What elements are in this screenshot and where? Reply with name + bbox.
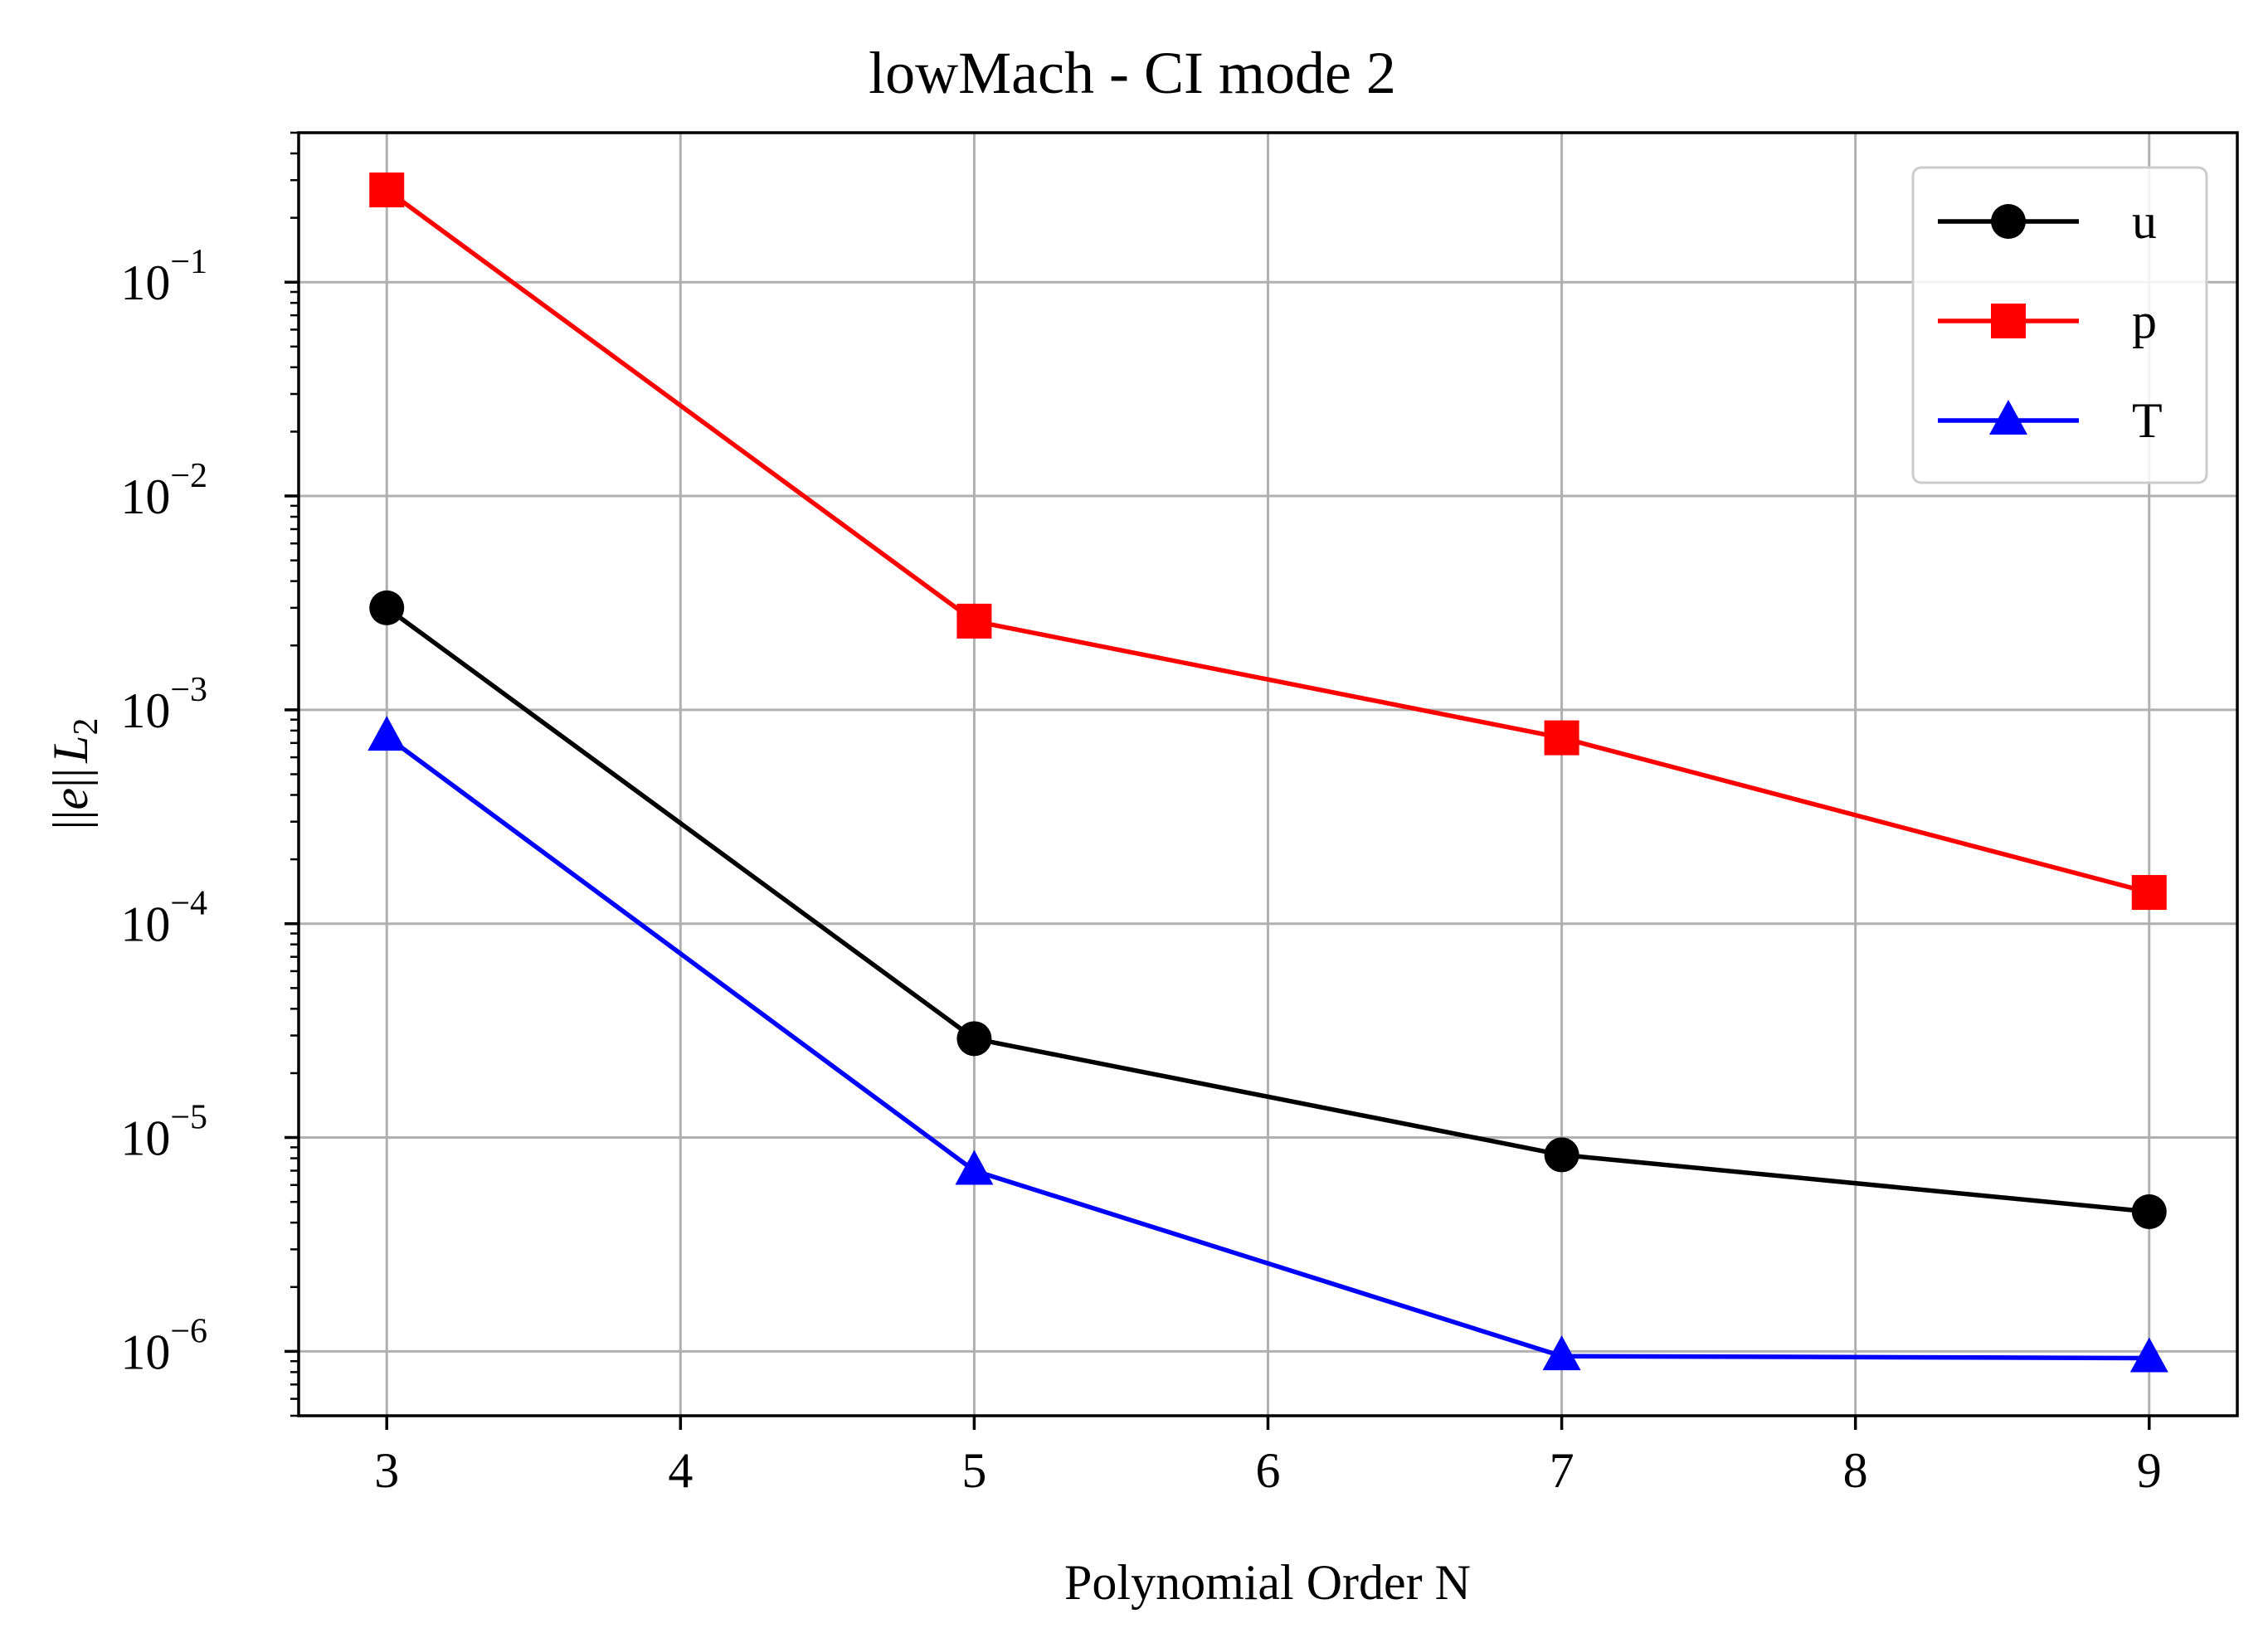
y-tick-label: 10−4 bbox=[120, 885, 207, 952]
x-tick-labels: 3 4 5 6 7 8 9 bbox=[374, 1443, 2162, 1498]
series-layer bbox=[367, 172, 2168, 1373]
data-point-T bbox=[367, 716, 406, 751]
y-label-sub-index: 2 bbox=[67, 717, 105, 735]
y-tick-exponent: −4 bbox=[170, 885, 207, 923]
y-tick-label: 10−2 bbox=[120, 457, 207, 524]
x-tick-label: 9 bbox=[2137, 1443, 2162, 1498]
data-point-p bbox=[1544, 720, 1579, 756]
y-tick-label: 10−1 bbox=[120, 243, 207, 310]
legend-label: p bbox=[2132, 294, 2157, 348]
x-tick-label: 3 bbox=[374, 1443, 399, 1498]
chart-title: lowMach - CI mode 2 bbox=[869, 40, 1396, 106]
y-axis-label: ||e|| L2 bbox=[43, 717, 105, 829]
series-line-p bbox=[385, 187, 2150, 895]
x-tick-label: 8 bbox=[1843, 1443, 1868, 1498]
y-tick-base: 10 bbox=[120, 255, 170, 310]
y-tick-exponent: −2 bbox=[170, 457, 207, 495]
major-ticks bbox=[285, 280, 2151, 1430]
legend-label: u bbox=[2132, 194, 2157, 249]
y-label-var: e bbox=[43, 788, 98, 810]
x-tick-label: 4 bbox=[668, 1443, 693, 1498]
y-label-sub-var: L bbox=[43, 735, 98, 763]
series-u bbox=[369, 590, 2167, 1229]
x-tick-label: 5 bbox=[961, 1443, 986, 1498]
y-label-norm-left: || bbox=[43, 810, 98, 830]
series-T bbox=[367, 716, 2168, 1373]
data-point-p bbox=[2131, 875, 2167, 911]
y-tick-label: 10−3 bbox=[120, 671, 207, 738]
data-point-u bbox=[369, 590, 405, 625]
y-tick-label: 10−6 bbox=[120, 1312, 207, 1379]
y-tick-exponent: −1 bbox=[170, 243, 207, 281]
x-axis-label: Polynomial Order N bbox=[1064, 1555, 1471, 1610]
legend-label: T bbox=[2132, 393, 2163, 448]
y-tick-exponent: −3 bbox=[170, 671, 207, 709]
x-tick-label: 7 bbox=[1550, 1443, 1574, 1498]
legend-entry-p: p bbox=[1938, 294, 2157, 348]
legend-marker bbox=[1991, 204, 2026, 239]
plot-frame bbox=[297, 131, 2239, 1417]
legend-entry-T: T bbox=[1938, 393, 2163, 448]
series-line-u bbox=[385, 605, 2150, 1214]
y-label-norm-right: || bbox=[43, 768, 98, 788]
data-point-u bbox=[2131, 1193, 2167, 1229]
legend-entry-u: u bbox=[1938, 194, 2157, 249]
data-point-p bbox=[956, 603, 992, 639]
data-point-T bbox=[2129, 1337, 2168, 1373]
series-line-T bbox=[385, 734, 2149, 1361]
x-tick-label: 6 bbox=[1256, 1443, 1281, 1498]
series-p bbox=[369, 172, 2167, 911]
data-point-T bbox=[955, 1150, 994, 1185]
y-tick-labels: 10−110−210−310−410−510−6 bbox=[120, 243, 207, 1379]
legend-marker bbox=[1991, 304, 2026, 338]
y-tick-base: 10 bbox=[120, 1111, 170, 1166]
data-point-u bbox=[1544, 1137, 1579, 1173]
legend: upT bbox=[1911, 166, 2208, 484]
legend-entries: upT bbox=[1938, 194, 2163, 448]
y-tick-base: 10 bbox=[120, 683, 170, 738]
data-point-u bbox=[956, 1021, 992, 1057]
y-tick-base: 10 bbox=[120, 1325, 170, 1379]
data-point-p bbox=[369, 172, 405, 207]
y-tick-label: 10−5 bbox=[120, 1099, 207, 1166]
grid bbox=[299, 133, 2237, 1416]
y-tick-exponent: −5 bbox=[170, 1099, 207, 1137]
y-tick-base: 10 bbox=[120, 897, 170, 952]
legend-box bbox=[1911, 166, 2208, 484]
y-tick-base: 10 bbox=[120, 469, 170, 524]
y-tick-exponent: −6 bbox=[170, 1312, 207, 1350]
legend-marker bbox=[1989, 400, 2027, 435]
data-point-T bbox=[1542, 1335, 1581, 1371]
